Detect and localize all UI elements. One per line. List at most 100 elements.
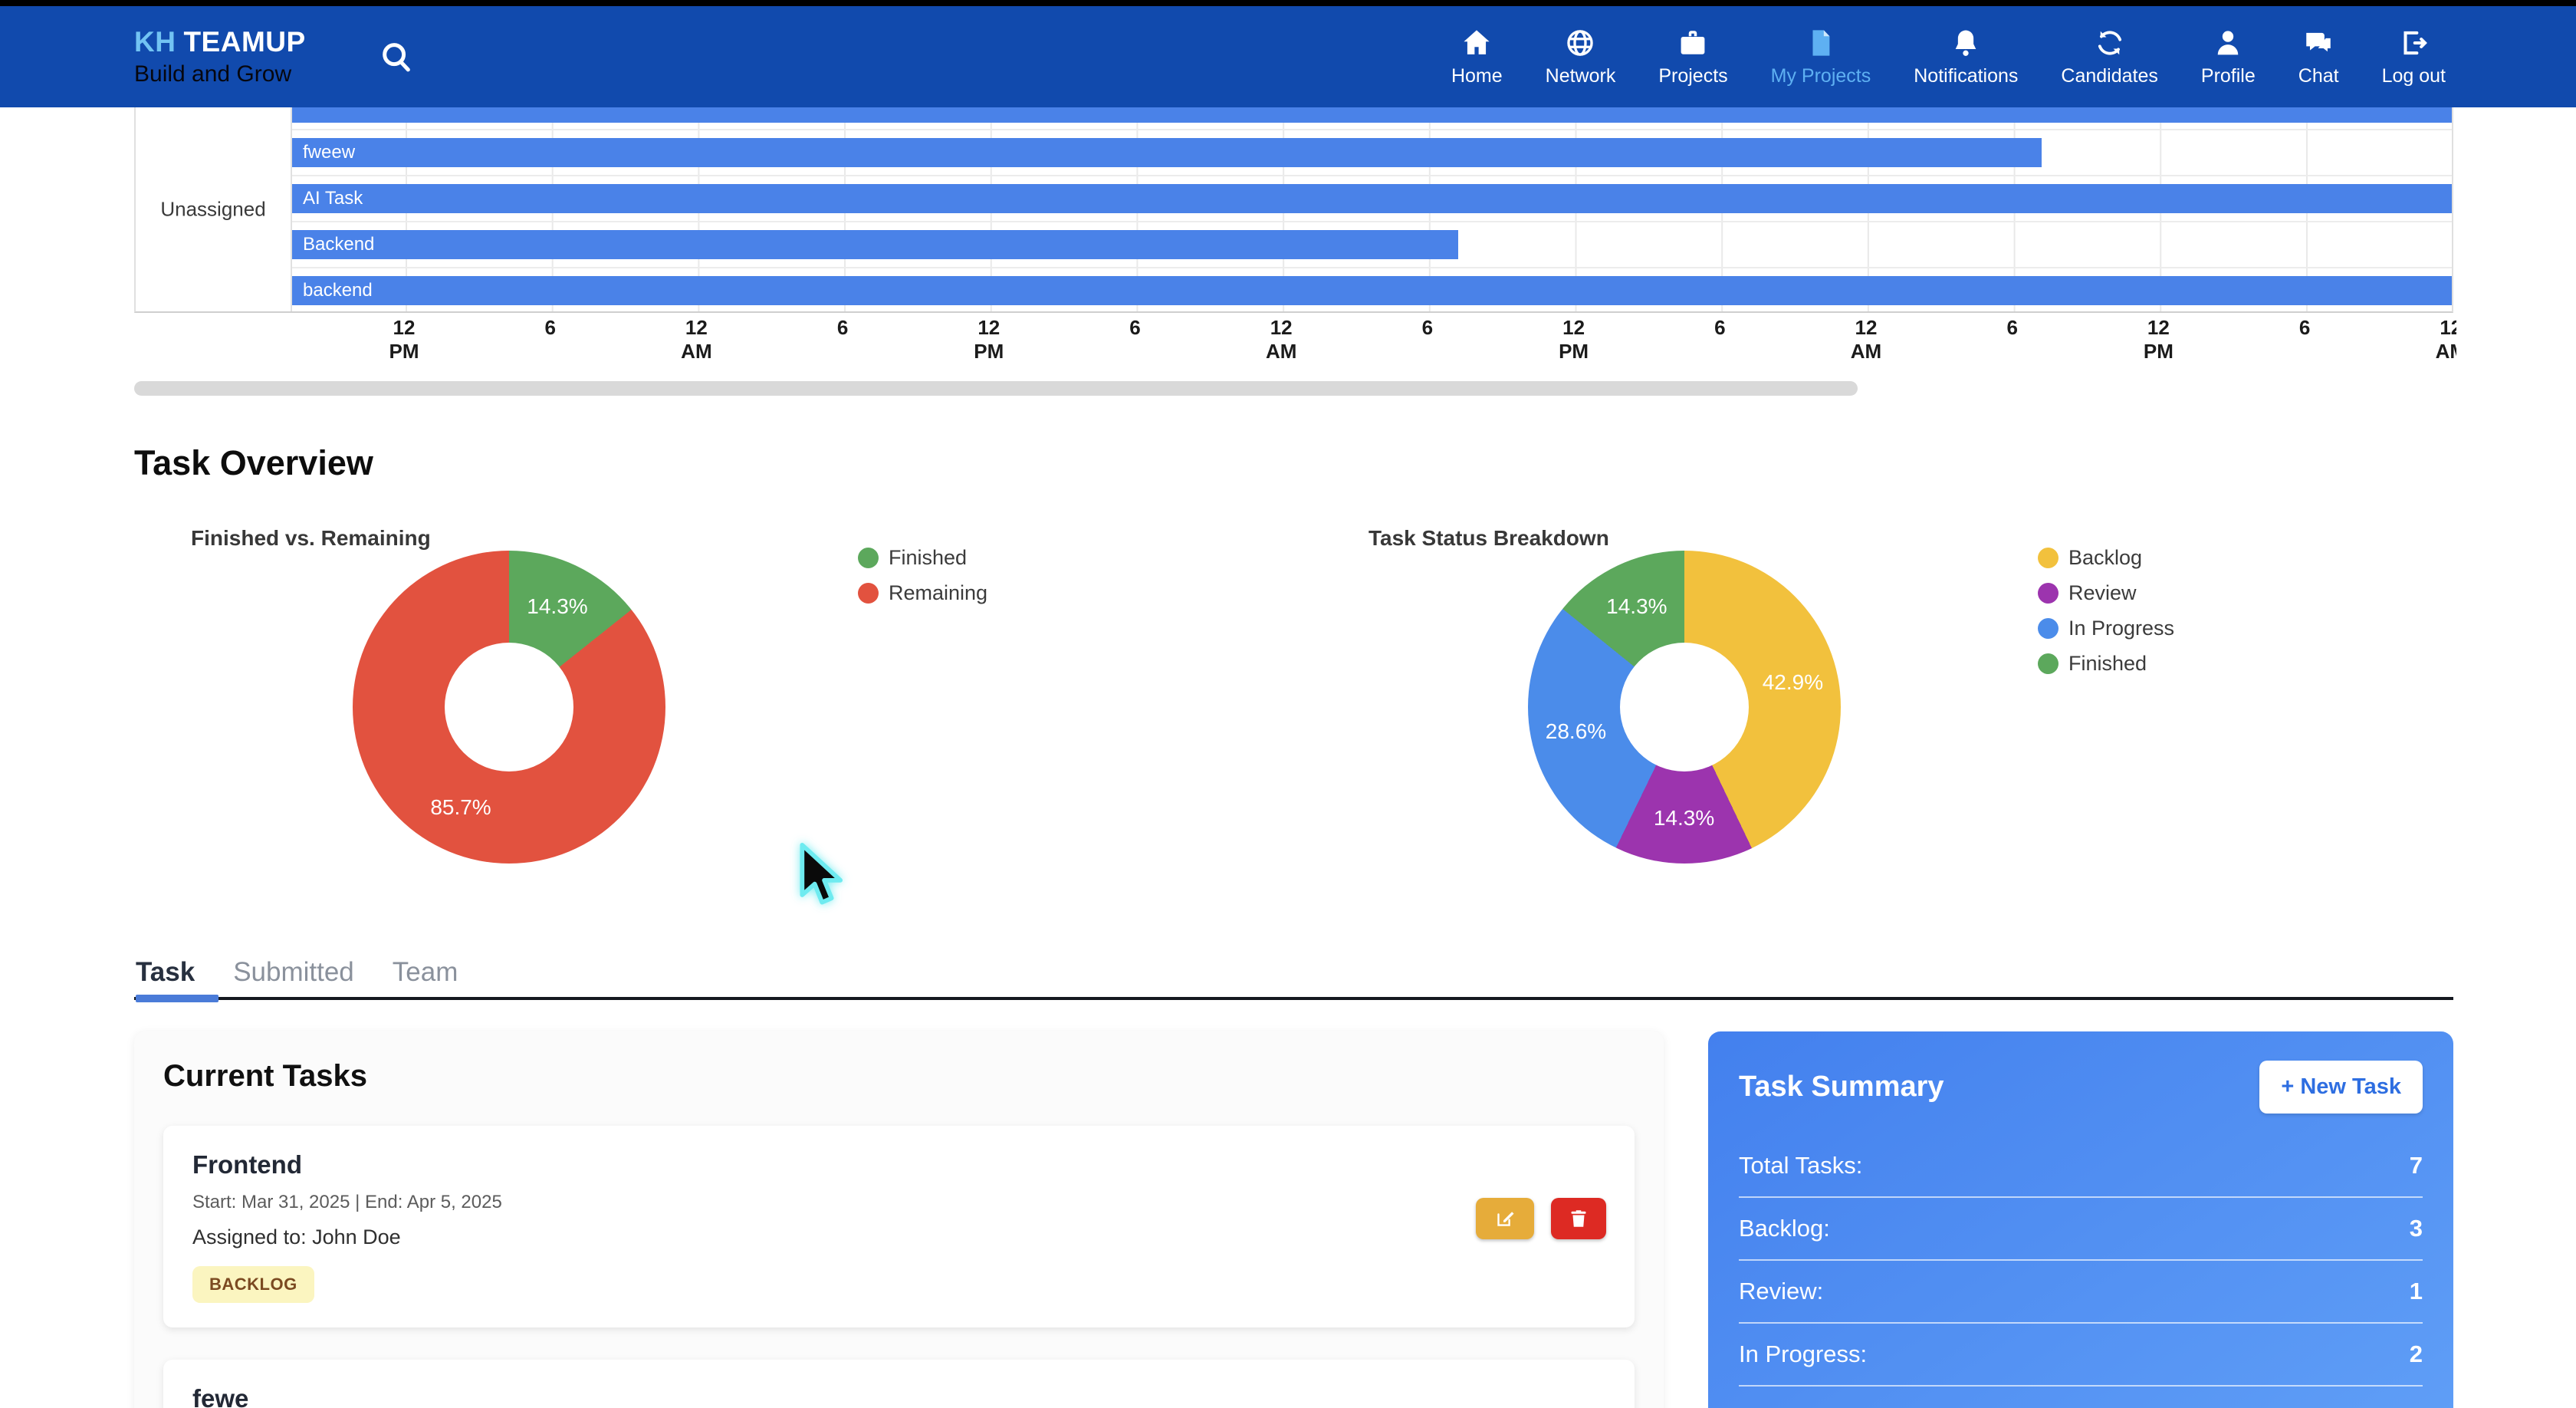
task-actions (1476, 1198, 1606, 1239)
logo-kh: KH (134, 26, 176, 58)
logo-tagline: Build and Grow (134, 61, 292, 87)
gantt-bar-AI Task[interactable]: AI Task (292, 184, 2452, 213)
legend-label: Finished (889, 546, 968, 569)
nav-item-projects[interactable]: Projects (1658, 27, 1728, 87)
tab-task[interactable]: Task (136, 957, 196, 987)
legend-item-finished: Finished (858, 546, 987, 570)
nav-item-label: Candidates (2061, 64, 2158, 87)
donut-hole (1620, 643, 1749, 771)
legend-dot (858, 548, 879, 568)
current-tasks-heading: Current Tasks (163, 1059, 368, 1093)
axis-tick: 12 AM (2435, 316, 2456, 363)
nav-item-label: Profile (2200, 64, 2256, 87)
nav-item-label: My Projects (1770, 64, 1871, 87)
cycle-arrows-icon (2098, 30, 2121, 55)
axis-tick: 12 PM (974, 316, 1004, 363)
nav-item-label: Projects (1658, 64, 1728, 87)
summary-label: Backlog: (1739, 1215, 1830, 1242)
legend-label: Finished (2068, 652, 2147, 675)
legend-item-review: Review (2038, 581, 2174, 605)
trash-icon (1571, 1210, 1586, 1227)
nav-item-label: Log out (2381, 64, 2446, 87)
task-name: fewe (192, 1384, 249, 1408)
nav-item-network[interactable]: Network (1545, 27, 1616, 87)
nav-item-log-out[interactable]: Log out (2382, 27, 2446, 87)
new-task-button[interactable]: + New Task (2259, 1061, 2423, 1114)
legend-item-remaining: Remaining (858, 581, 987, 605)
nav-item-candidates[interactable]: Candidates (2061, 27, 2158, 87)
summary-label: Total Tasks: (1739, 1152, 1863, 1179)
axis-tick: 12 PM (2143, 316, 2174, 363)
navbar-items: Home Network Projects My Projects Notificati… (1451, 27, 2446, 87)
nav-item-notifications[interactable]: Notifications (1914, 27, 2018, 87)
nav-item-label: Network (1545, 64, 1616, 87)
pie-finished-vs-remaining: 14.3% 85.7% (353, 551, 665, 864)
tab-submitted[interactable]: Submitted (233, 957, 354, 987)
gantt-bar-fweew[interactable]: fweew (292, 138, 2042, 167)
tab-team[interactable]: Team (392, 957, 458, 987)
gantt-bar-Backend[interactable]: Backend (292, 230, 1459, 259)
top-navbar: KH TEAMUP Build and Grow Home Network Proje… (0, 6, 2576, 107)
gantt-bar-clipped[interactable] (292, 107, 2452, 123)
search-icon[interactable] (379, 39, 414, 74)
slice-label-review: 14.3% (1653, 805, 1715, 830)
axis-tick: 12 PM (1559, 316, 1589, 363)
slice-label-remaining: 85.7% (430, 794, 491, 819)
summary-row-review: Review: 1 (1739, 1261, 2423, 1324)
gantt-bar-backend[interactable]: backend (292, 276, 2452, 305)
logo-teamup: TEAMUP (183, 26, 306, 58)
legend-label: Backlog (2068, 546, 2143, 569)
slice-label-backlog: 42.9% (1762, 669, 1824, 694)
delete-task-button[interactable] (1551, 1198, 1606, 1239)
legend-dot (2038, 583, 2058, 604)
legend-item-backlog: Backlog (2038, 546, 2174, 570)
current-tasks-panel: Current Tasks Frontend Start: Mar 31, 202… (134, 1031, 1664, 1408)
summary-value: 7 (2409, 1152, 2423, 1179)
pie1-legend: Finished Remaining (858, 546, 987, 605)
legend-item-in-progress: In Progress (2038, 617, 2174, 640)
axis-tick: 6 (2006, 316, 2018, 339)
summary-label: In Progress: (1739, 1341, 1868, 1367)
nav-item-label: Home (1451, 64, 1503, 87)
pie-task-status-breakdown: 42.9% 14.3% 28.6% 14.3% (1528, 551, 1841, 864)
chat-bubbles-icon (2306, 32, 2331, 51)
status-badge: BACKLOG (192, 1266, 314, 1303)
task-card-fewe: feweStart: Mar 31, 2025 | End: Mar 27, 2… (163, 1360, 1635, 1408)
gantt-row: Backend (292, 221, 2452, 267)
active-tab-indicator (136, 995, 219, 1002)
nav-item-chat[interactable]: Chat (2298, 27, 2339, 87)
gantt-label-column: Unassigned (136, 107, 292, 311)
gantt-chart: Unassigned fweew AI Task Backend backend (134, 107, 2453, 313)
nav-item-home[interactable]: Home (1451, 27, 1503, 87)
edit-task-button[interactable] (1476, 1198, 1534, 1239)
summary-row-finished: Finished: 1 (1739, 1387, 2423, 1408)
bell-icon (1956, 30, 1976, 56)
axis-tick: 6 (1421, 316, 1434, 339)
summary-value: 1 (2409, 1278, 2423, 1304)
nav-item-my-projects[interactable]: My Projects (1771, 27, 1871, 87)
logo[interactable]: KH TEAMUP Build and Grow (134, 26, 306, 87)
task-assigned: Assigned to: John Doe (192, 1225, 401, 1248)
task-dates: Start: Mar 31, 2025 | End: Apr 5, 2025 (192, 1192, 502, 1212)
nav-item-label: Notifications (1914, 64, 2019, 87)
summary-row-total-tasks: Total Tasks: 7 (1739, 1135, 2423, 1198)
legend-dot (2038, 618, 2058, 639)
summary-value: 2 (2409, 1341, 2423, 1367)
task-summary-rows: Total Tasks: 7 Backlog: 3 Review: 1 In Progres… (1739, 1135, 2423, 1408)
gantt-rows-area: fweew AI Task Backend backend (292, 107, 2452, 311)
summary-value: 1 (2410, 1403, 2423, 1408)
summary-label: Review: (1739, 1278, 1824, 1304)
pie2-title: Task Status Breakdown (1368, 526, 1609, 550)
nav-item-label: Chat (2298, 64, 2339, 87)
gantt-horizontal-scrollbar[interactable] (134, 381, 1858, 396)
mouse-cursor (800, 842, 843, 905)
nav-item-profile[interactable]: Profile (2201, 27, 2256, 87)
summary-row-in-progress: In Progress: 2 (1739, 1324, 2423, 1387)
gantt-row: AI Task (292, 175, 2452, 221)
legend-item-finished: Finished (2038, 652, 2174, 676)
axis-tick: 6 (836, 316, 849, 339)
task-summary-title: Task Summary (1739, 1071, 1944, 1103)
edit-icon (1497, 1212, 1514, 1226)
legend-label: Remaining (889, 581, 988, 604)
task-card-frontend: Frontend Start: Mar 31, 2025 | End: Apr 5… (163, 1126, 1635, 1327)
